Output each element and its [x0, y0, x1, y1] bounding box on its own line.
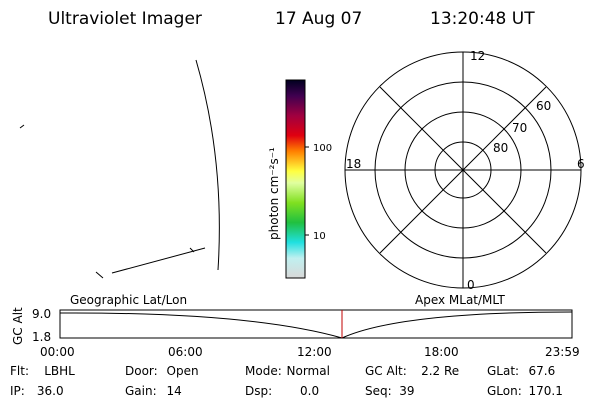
colorbar-ticks: [305, 146, 309, 236]
orbit-frame: [59, 309, 573, 339]
info-label: Door:: [125, 364, 158, 378]
info-label: Flt:: [10, 364, 29, 378]
info-label: IP:: [10, 384, 25, 398]
time: 13:20:48 UT: [430, 9, 535, 29]
info-value: Normal: [287, 364, 330, 378]
mlt-label: 18: [346, 157, 361, 171]
colorbar-tick: 10: [313, 231, 326, 242]
info-label: GC Alt:: [365, 364, 407, 378]
info-value: 67.6: [529, 364, 556, 378]
info-label: Seq:: [365, 384, 392, 398]
info-label: GLat:: [487, 364, 519, 378]
info-value: 14: [167, 384, 182, 398]
lat-label: 80: [493, 141, 508, 155]
time-label: 23:59: [545, 345, 580, 359]
orbit-y-label: 1.8: [32, 330, 51, 344]
time-label: 18:00: [424, 345, 459, 359]
orbit-curve: [59, 311, 573, 339]
info-label: Mode:: [245, 364, 282, 378]
info-value: LBHL: [44, 364, 75, 378]
colorbar-label: photon cm⁻²s⁻¹: [267, 147, 281, 240]
info-value: 170.1: [529, 384, 563, 398]
orbit-title: Apex MLat/MLT: [415, 293, 505, 307]
orbit-axis-label: GC Alt: [11, 307, 25, 345]
title: Ultraviolet Imager: [48, 9, 202, 29]
mlt-label: 12: [470, 49, 485, 63]
orbit-title: Geographic Lat/Lon: [70, 293, 187, 307]
time-label: 12:00: [297, 345, 332, 359]
limb-arc: [195, 59, 220, 271]
image-panel: [19, 59, 220, 279]
date: 17 Aug 07: [275, 9, 362, 29]
lat-label: 70: [512, 121, 527, 135]
info-value: Open: [167, 364, 199, 378]
grid-fragment: [19, 124, 104, 279]
colorbar: [285, 79, 306, 279]
info-value: 39: [399, 384, 414, 398]
info-value: 0.0: [300, 384, 319, 398]
mlt-label: 0: [467, 278, 475, 292]
time-label: 06:00: [168, 345, 203, 359]
mlt-label: 6: [577, 157, 585, 171]
info-label: Dsp:: [245, 384, 272, 398]
colorbar-tick: 100: [313, 143, 332, 154]
info-value: 2.2 Re: [421, 364, 459, 378]
info-label: GLon:: [487, 384, 522, 398]
time-label: 00:00: [40, 345, 75, 359]
info-value: 36.0: [37, 384, 64, 398]
polar-plot: [344, 51, 582, 289]
lat-label: 60: [536, 99, 551, 113]
grid-line: [111, 247, 206, 274]
orbit-y-label: 9.0: [32, 307, 51, 321]
info-label: Gain:: [125, 384, 157, 398]
